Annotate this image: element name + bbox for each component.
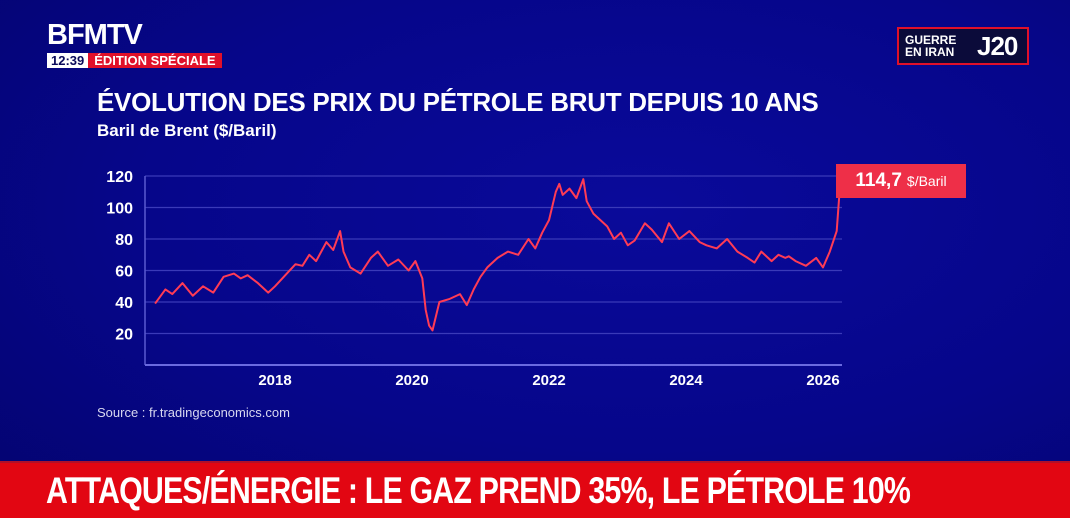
y-tick-label: 80 <box>115 232 133 249</box>
y-tick-label: 20 <box>115 327 133 344</box>
topic-badge: GUERRE EN IRAN J20 <box>897 27 1029 65</box>
topic-day: J20 <box>977 30 1018 61</box>
edition-label: ÉDITION SPÉCIALE <box>88 53 222 68</box>
latest-unit: $/Baril <box>906 173 947 189</box>
channel-logo: BFMTV <box>47 19 143 51</box>
x-tick-label: 2022 <box>532 372 565 389</box>
x-tick-label: 2026 <box>806 372 839 389</box>
source-note: Source : fr.tradingeconomics.com <box>97 405 290 420</box>
line-chart: 20 40 60 80 100 120 2018 2020 2022 2024 2026 <box>106 169 842 389</box>
latest-value-callout: 114,7 $/Baril <box>836 164 966 198</box>
chart-subtitle: Baril de Brent ($/Baril) <box>97 121 277 140</box>
y-tick-label: 40 <box>115 295 133 312</box>
clock: 12:39 <box>47 53 89 68</box>
x-tick-label: 2018 <box>258 372 291 389</box>
topic-label-line2: EN IRAN <box>905 45 955 59</box>
latest-value: 114,7 <box>855 170 902 191</box>
edition-bar: 12:39 ÉDITION SPÉCIALE <box>47 53 222 68</box>
topic-label: GUERRE EN IRAN <box>905 34 973 58</box>
x-tick-label: 2024 <box>669 372 703 389</box>
chart-title: ÉVOLUTION DES PRIX DU PÉTROLE BRUT DEPUI… <box>97 87 819 117</box>
y-tick-label: 60 <box>115 264 133 281</box>
price-line <box>154 178 842 332</box>
topic-label-line1: GUERRE <box>905 33 957 47</box>
y-tick-label: 120 <box>106 169 133 186</box>
news-ticker: ATTAQUES/ÉNERGIE : LE GAZ PREND 35%, LE … <box>0 461 1070 518</box>
x-tick-label: 2020 <box>395 372 428 389</box>
ticker-headline: ATTAQUES/ÉNERGIE : LE GAZ PREND 35%, LE … <box>46 470 911 511</box>
y-tick-label: 100 <box>106 201 133 218</box>
